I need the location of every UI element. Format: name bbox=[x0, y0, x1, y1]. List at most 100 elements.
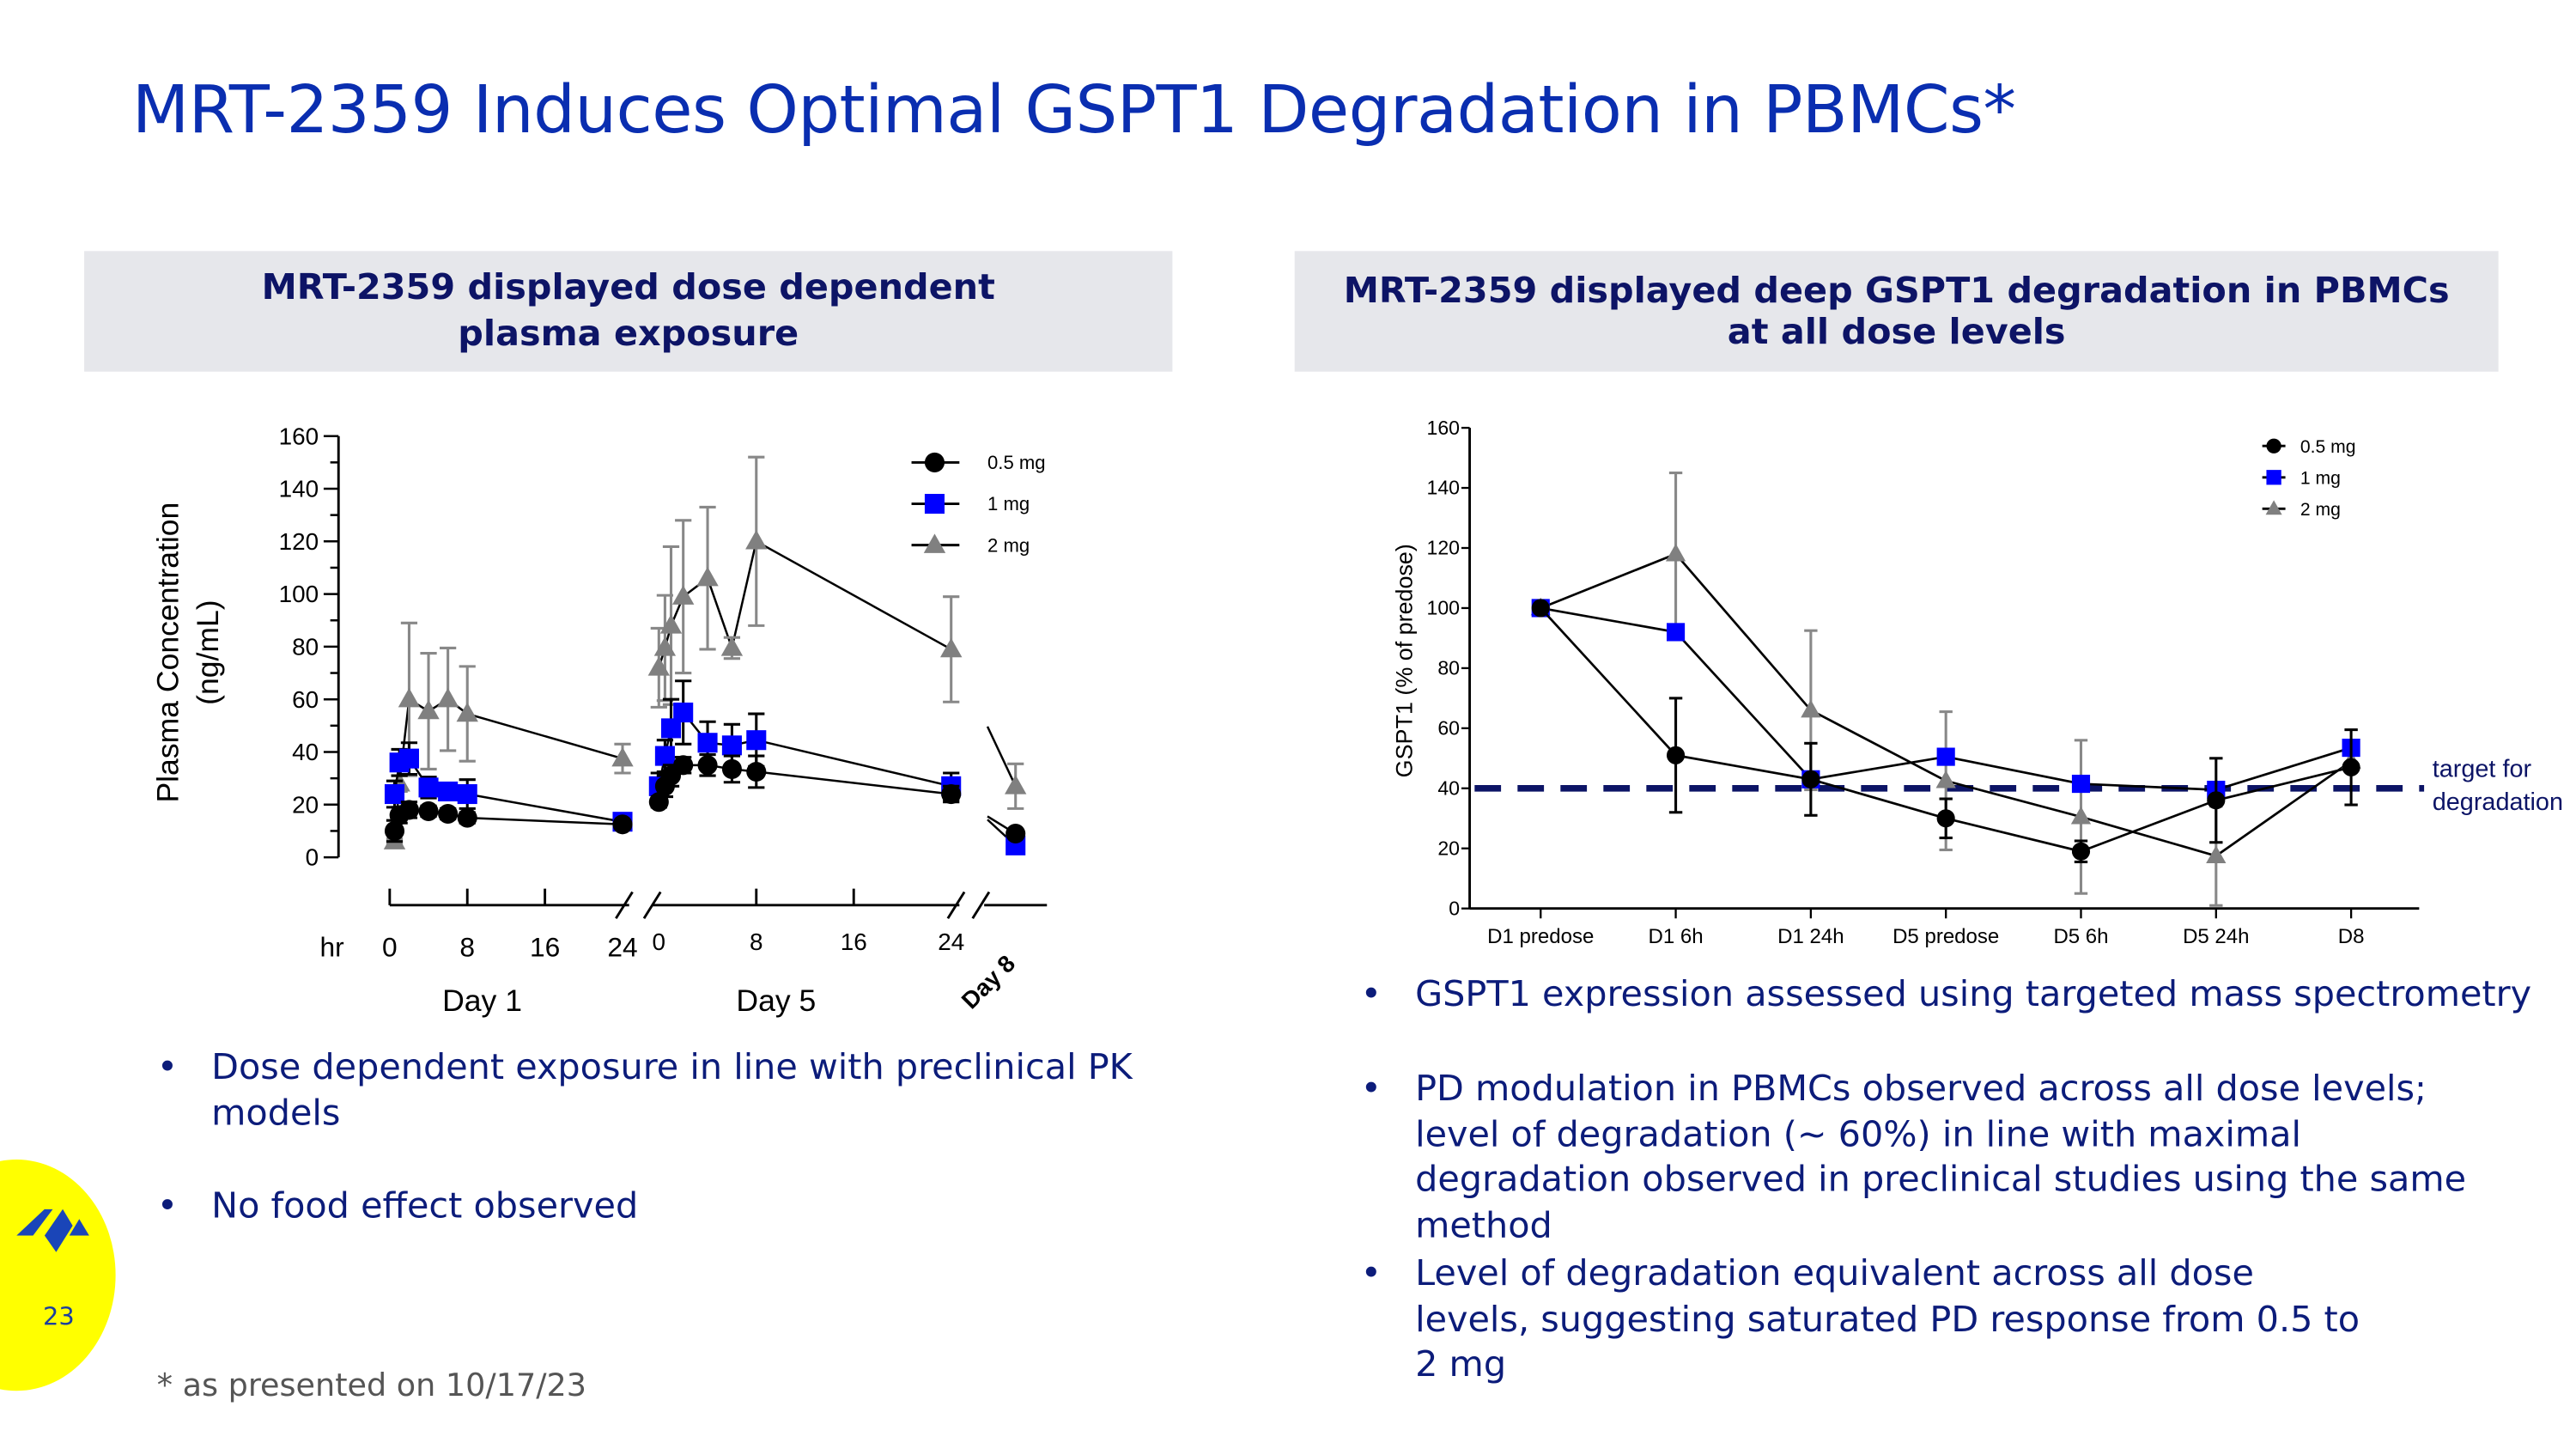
data-point-triangle bbox=[456, 702, 478, 722]
x-tick-label: 16 bbox=[530, 931, 560, 962]
left-panel-header: MRT-2359 displayed dose dependent plasma… bbox=[84, 251, 1173, 372]
reference-line-label: degradation bbox=[2433, 788, 2563, 816]
data-point-square bbox=[1936, 747, 1955, 766]
y-axis-label-line: Plasma Concentration bbox=[151, 502, 185, 803]
y-tick-label: 60 bbox=[1437, 717, 1460, 740]
x-tick-label: 24 bbox=[607, 931, 637, 962]
data-point-circle bbox=[721, 758, 742, 779]
company-logo-icon bbox=[16, 1209, 89, 1252]
y-tick-label: 100 bbox=[1427, 597, 1460, 619]
data-point-circle bbox=[673, 755, 694, 776]
legend-label: 2 mg bbox=[987, 534, 1030, 556]
x-tick-label: 8 bbox=[459, 931, 475, 962]
bullet-item: • Dose dependent exposure in line with p… bbox=[157, 1045, 1136, 1136]
data-point-square bbox=[924, 494, 945, 514]
data-point-square bbox=[1666, 623, 1686, 642]
data-point-square bbox=[398, 748, 419, 769]
series-line bbox=[986, 726, 1017, 787]
data-point-triangle bbox=[611, 746, 634, 767]
data-point-square bbox=[721, 735, 742, 756]
data-point-circle bbox=[924, 452, 945, 473]
data-point-square bbox=[384, 783, 405, 805]
data-point-circle bbox=[1666, 746, 1686, 764]
y-tick-label: 60 bbox=[292, 686, 319, 713]
data-point-triangle bbox=[659, 614, 683, 634]
y-tick-label: 80 bbox=[292, 634, 319, 661]
data-point-triangle bbox=[2070, 806, 2092, 825]
data-point-triangle bbox=[417, 699, 440, 720]
data-point-triangle bbox=[2206, 845, 2227, 863]
x-tick-label: D1 24h bbox=[1777, 925, 1844, 948]
data-point-triangle bbox=[696, 566, 719, 587]
data-point-square bbox=[2071, 774, 2091, 794]
legend-label: 2 mg bbox=[2300, 500, 2341, 520]
data-point-circle bbox=[1531, 599, 1550, 618]
reference-line-label: target for bbox=[2433, 755, 2532, 782]
header-line: plasma exposure bbox=[458, 313, 799, 355]
x-tick-label: D5 predose bbox=[1893, 925, 1999, 948]
y-tick-label: 160 bbox=[1427, 417, 1460, 439]
data-point-triangle bbox=[1665, 543, 1686, 562]
data-point-triangle bbox=[2265, 500, 2282, 515]
data-point-circle bbox=[1801, 770, 1820, 788]
y-tick-label: 40 bbox=[1437, 776, 1460, 799]
bullet-glyph: • bbox=[156, 1185, 179, 1227]
bullet-item: • PD modulation in PBMCs observed across… bbox=[1361, 1067, 2472, 1249]
x-tick-label: D1 6h bbox=[1649, 925, 1704, 948]
data-point-circle bbox=[438, 803, 459, 825]
y-tick-label: 0 bbox=[1449, 897, 1460, 919]
data-point-triangle bbox=[745, 530, 768, 550]
y-tick-label: 140 bbox=[1427, 477, 1460, 499]
bullet-text: Level of degradation equivalent across a… bbox=[1415, 1253, 2360, 1386]
y-tick-label: 160 bbox=[279, 423, 319, 449]
data-point-circle bbox=[1936, 809, 1955, 828]
data-point-square bbox=[746, 730, 767, 751]
y-axis-label: Plasma Concentration (ng/mL) bbox=[151, 502, 225, 803]
data-point-triangle bbox=[1935, 770, 1956, 788]
x-tick-label: D5 6h bbox=[2053, 925, 2108, 948]
y-tick-label: 80 bbox=[1437, 657, 1460, 679]
x-tick-label: 8 bbox=[750, 928, 763, 955]
y-tick-label: 0 bbox=[306, 844, 319, 871]
bullet-text: PD modulation in PBMCs observed across a… bbox=[1415, 1068, 2467, 1246]
y-tick-label: 120 bbox=[1427, 537, 1460, 559]
axis-break-mark bbox=[615, 891, 634, 920]
data-point-circle bbox=[457, 807, 477, 828]
y-tick-label: 140 bbox=[279, 476, 319, 502]
data-point-circle bbox=[384, 820, 405, 841]
data-point-circle bbox=[746, 761, 767, 782]
axis-break-mark bbox=[946, 891, 966, 920]
bullet-glyph: • bbox=[1360, 1068, 1382, 1111]
bullet-item: • GSPT1 expression assessed using target… bbox=[1361, 973, 2538, 1019]
header-line: MRT-2359 displayed dose dependent bbox=[261, 266, 995, 308]
x-tick-label: 24 bbox=[938, 928, 964, 955]
right-panel-header: MRT-2359 displayed deep GSPT1 degradatio… bbox=[1294, 251, 2499, 372]
legend-label: 0.5 mg bbox=[987, 452, 1046, 473]
bullet-item: • Level of degradation equivalent across… bbox=[1361, 1252, 2372, 1389]
header-line: at all dose levels bbox=[1727, 311, 2066, 353]
x-tick-label: D8 bbox=[2338, 925, 2365, 948]
data-point-triangle bbox=[940, 637, 963, 658]
data-point-square bbox=[2266, 470, 2281, 485]
y-tick-label: 40 bbox=[292, 739, 319, 765]
bullet-glyph: • bbox=[156, 1047, 179, 1089]
y-tick-label: 20 bbox=[1437, 837, 1460, 859]
header-line: MRT-2359 displayed deep GSPT1 degradatio… bbox=[1343, 270, 2450, 312]
axis-break-mark bbox=[642, 891, 662, 920]
x-group-label: Day 5 bbox=[736, 983, 816, 1018]
data-point-circle bbox=[697, 755, 718, 776]
bullet-glyph: • bbox=[1360, 1253, 1382, 1295]
data-point-square bbox=[418, 777, 439, 798]
data-point-triangle bbox=[653, 636, 677, 656]
data-point-circle bbox=[2266, 438, 2281, 454]
data-point-square bbox=[660, 718, 682, 739]
data-point-triangle bbox=[436, 687, 459, 708]
data-point-circle bbox=[2207, 791, 2226, 810]
data-point-circle bbox=[941, 783, 962, 805]
data-point-square bbox=[673, 702, 694, 723]
axis-break-mark bbox=[971, 891, 991, 920]
bullet-text: Dose dependent exposure in line with pre… bbox=[211, 1047, 1133, 1135]
y-tick-label: 20 bbox=[292, 791, 319, 818]
